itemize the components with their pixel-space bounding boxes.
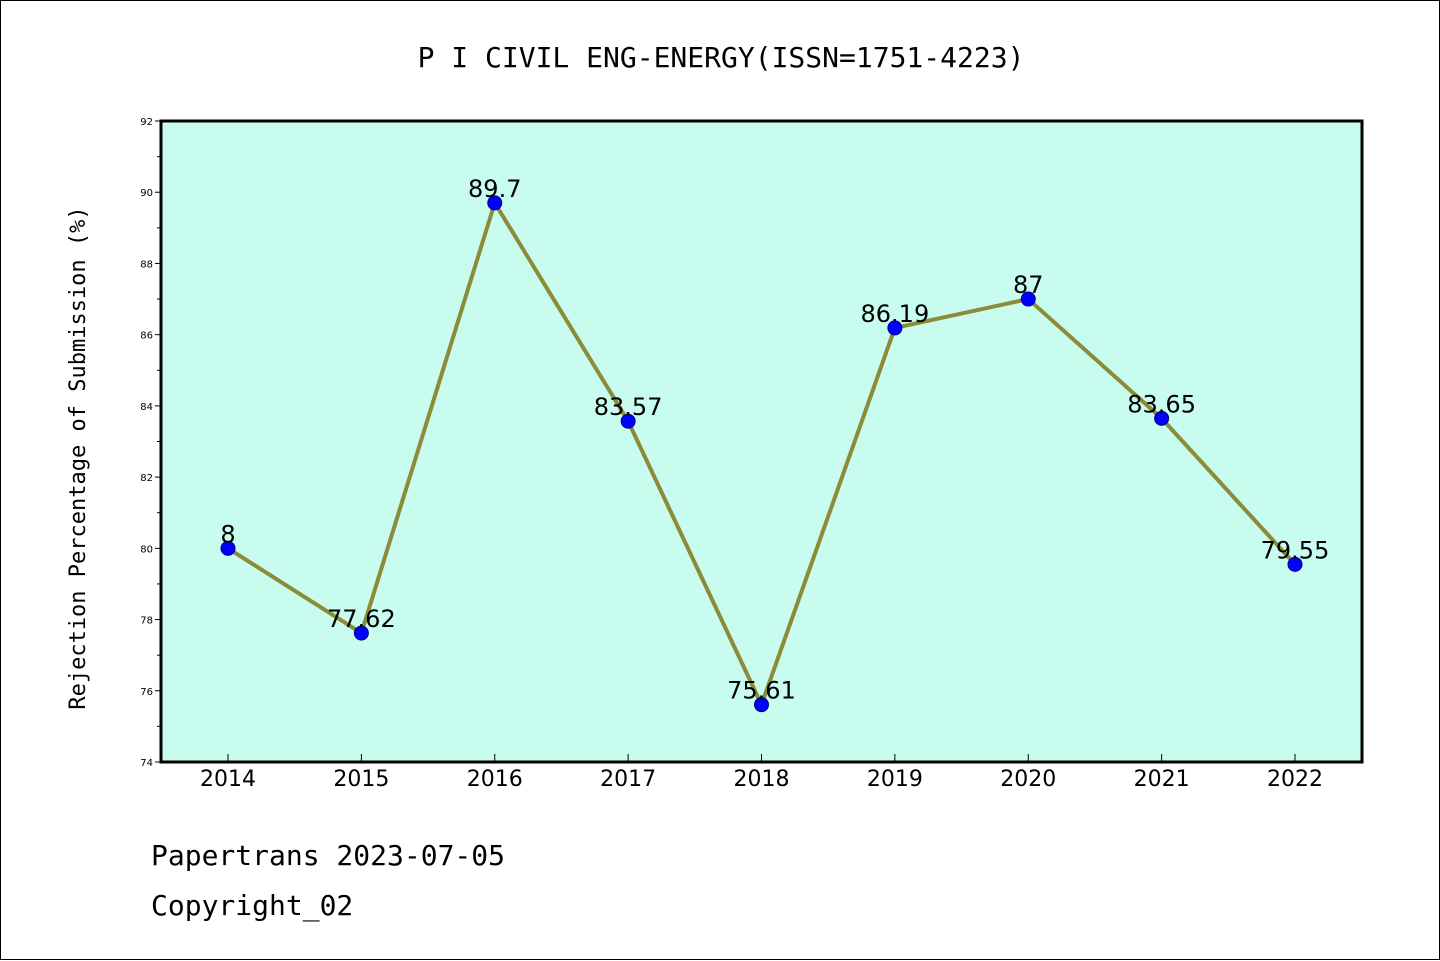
data-point (887, 320, 903, 336)
plot-border (159, 119, 1364, 764)
data-label: 87 (1013, 271, 1044, 299)
x-axis: 2014 2015 2016 2017 2018 2019 2020 2021 2022 (200, 754, 1323, 792)
data-labels-group: 8 77.62 89.7 83.57 75.61 86.19 87 83.65 79.55 (220, 175, 1329, 705)
x-tick-label: 2019 (867, 767, 923, 792)
x-tick-label: 2014 (200, 767, 256, 792)
y-tick-label: 84 (140, 402, 153, 413)
chart-title: P I CIVIL ENG-ENERGY(ISSN=1751-4223) (418, 41, 1025, 74)
data-label: 83.57 (594, 393, 663, 421)
y-axis-label: Rejection Percentage of Submission (%) (66, 206, 91, 709)
x-tick-label: 2017 (600, 767, 656, 792)
data-point (220, 540, 236, 556)
data-point (1154, 410, 1170, 426)
y-tick-label: 76 (140, 687, 153, 698)
y-tick-label: 80 (140, 544, 153, 555)
plot-background (161, 121, 1362, 762)
y-axis: 74 76 78 80 82 84 86 88 90 92 (140, 117, 161, 769)
footer-copyright: Copyright_02 (151, 889, 353, 923)
data-label: 75.61 (727, 677, 796, 705)
y-tick-label: 92 (140, 117, 153, 128)
data-point (487, 195, 503, 211)
data-point (754, 697, 769, 713)
data-label: 83.65 (1127, 390, 1196, 418)
y-tick-label: 78 (140, 616, 153, 627)
footer-source: Papertrans 2023-07-05 (151, 839, 505, 872)
y-tick-label: 82 (140, 473, 153, 484)
x-tick-label: 2022 (1267, 767, 1323, 792)
y-tick-label: 86 (140, 331, 153, 342)
x-tick-label: 2021 (1134, 767, 1190, 792)
markers-group (220, 195, 1303, 713)
x-tick-label: 2015 (333, 767, 389, 792)
data-label: 86.19 (861, 300, 930, 328)
x-tick-label: 2018 (734, 767, 790, 792)
data-label: 77.62 (327, 605, 396, 633)
data-label: 8 (220, 520, 235, 548)
y-tick-label: 88 (140, 259, 153, 270)
plot-area (161, 121, 1362, 762)
data-label: 89.7 (468, 175, 521, 203)
data-point (620, 413, 636, 429)
y-tick-label: 74 (140, 758, 153, 769)
x-tick-label: 2016 (467, 767, 523, 792)
data-label: 79.55 (1261, 536, 1330, 564)
x-tick-label: 2020 (1000, 767, 1056, 792)
data-point (1287, 556, 1303, 572)
data-point (353, 625, 369, 641)
data-point (1020, 291, 1036, 307)
y-tick-label: 90 (140, 188, 153, 199)
